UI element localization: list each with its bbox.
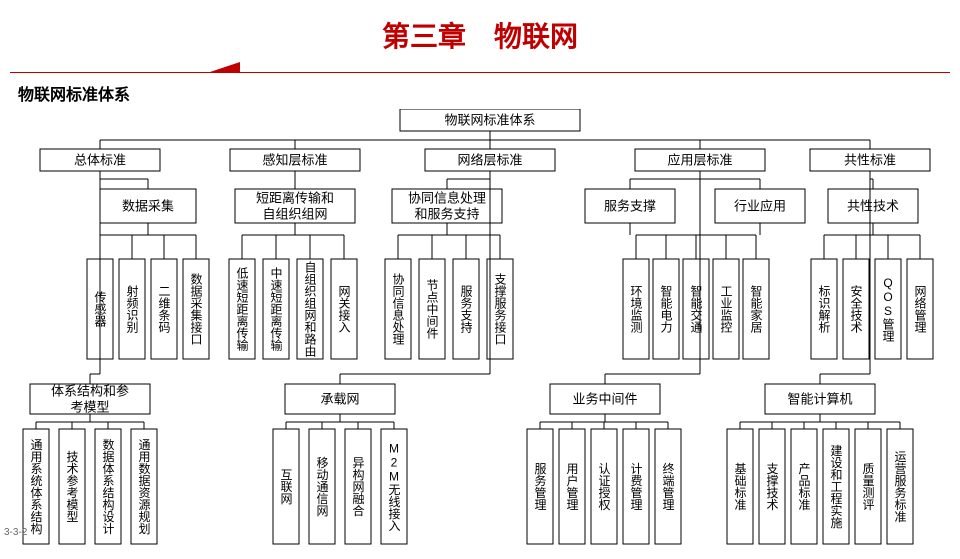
svg-text:通用系统体系结构: 通用系统体系结构 bbox=[29, 438, 43, 535]
svg-text:体系结构和参: 体系结构和参 bbox=[51, 383, 129, 398]
svg-text:和服务支持: 和服务支持 bbox=[414, 206, 479, 221]
svg-text:共性标准: 共性标准 bbox=[844, 152, 896, 167]
svg-text:M2M无线接入: M2M无线接入 bbox=[387, 442, 401, 532]
svg-text:协同信息处理: 协同信息处理 bbox=[408, 190, 486, 205]
svg-text:数据体系结构设计: 数据体系结构设计 bbox=[101, 437, 115, 534]
svg-text:考模型: 考模型 bbox=[70, 399, 109, 414]
page-title: 第三章 物联网 bbox=[0, 0, 960, 60]
svg-text:承载网: 承载网 bbox=[320, 391, 359, 406]
svg-text:建设和工程实施: 建设和工程实施 bbox=[829, 444, 843, 528]
svg-text:安全技术: 安全技术 bbox=[849, 284, 863, 333]
svg-text:智能交通: 智能交通 bbox=[689, 284, 703, 333]
svg-text:服务支撑: 服务支撑 bbox=[604, 198, 656, 213]
svg-text:异构网融合: 异构网融合 bbox=[351, 457, 365, 517]
hierarchy-diagram: 物联网标准体系总体标准 感知层标准 网络层标准 应用层标准 共性标准数据采集 短距离传输和… bbox=[0, 109, 960, 559]
svg-text:节点中间件: 节点中间件 bbox=[425, 279, 439, 339]
svg-text:认证授权: 认证授权 bbox=[597, 462, 611, 511]
svg-text:网关接入: 网关接入 bbox=[337, 285, 351, 333]
svg-text:数据采集接口: 数据采集接口 bbox=[189, 272, 203, 345]
svg-text:网络管理: 网络管理 bbox=[913, 285, 927, 333]
svg-text:移动通信网: 移动通信网 bbox=[315, 456, 329, 516]
svg-text:计费管理: 计费管理 bbox=[629, 462, 643, 510]
accent-divider bbox=[10, 60, 950, 73]
svg-text:QOS管理: QOS管理 bbox=[881, 276, 895, 342]
svg-text:服务支持: 服务支持 bbox=[459, 285, 473, 333]
svg-text:基础标准: 基础标准 bbox=[733, 462, 747, 510]
svg-text:用户管理: 用户管理 bbox=[565, 463, 579, 511]
svg-text:支撑服务接口: 支撑服务接口 bbox=[493, 273, 507, 345]
svg-text:感知层标准: 感知层标准 bbox=[262, 152, 327, 167]
svg-text:环境监测: 环境监测 bbox=[629, 285, 643, 334]
svg-text:总体标准: 总体标准 bbox=[74, 152, 126, 167]
svg-text:协同信息处理: 协同信息处理 bbox=[391, 272, 405, 345]
svg-text:网络层标准: 网络层标准 bbox=[457, 152, 522, 167]
section-subtitle: 物联网标准体系 bbox=[0, 81, 960, 109]
svg-text:共性技术: 共性技术 bbox=[847, 198, 899, 213]
svg-text:终端管理: 终端管理 bbox=[661, 461, 675, 510]
svg-text:短距离传输和: 短距离传输和 bbox=[256, 190, 334, 205]
svg-text:低速短距离传输: 低速短距离传输 bbox=[235, 267, 249, 352]
svg-text:支撑技术: 支撑技术 bbox=[765, 462, 779, 510]
svg-text:通用数据资源规划: 通用数据资源规划 bbox=[137, 438, 151, 534]
svg-text:物联网标准体系: 物联网标准体系 bbox=[444, 112, 535, 127]
svg-text:服务管理: 服务管理 bbox=[533, 462, 547, 510]
svg-text:数据采集: 数据采集 bbox=[122, 198, 174, 213]
svg-text:业务中间件: 业务中间件 bbox=[572, 391, 637, 406]
page-number: 3-3-2 bbox=[4, 527, 27, 538]
svg-text:产品标准: 产品标准 bbox=[797, 462, 811, 510]
svg-text:运营服务标准: 运营服务标准 bbox=[893, 450, 907, 522]
svg-text:射频识别: 射频识别 bbox=[125, 284, 139, 333]
svg-text:中速短距离传输: 中速短距离传输 bbox=[269, 266, 283, 352]
svg-text:工业监控: 工业监控 bbox=[719, 285, 733, 333]
svg-text:二维条码: 二维条码 bbox=[157, 285, 171, 333]
svg-text:标识解析: 标识解析 bbox=[817, 285, 831, 334]
svg-text:自组织组网和路由: 自组织组网和路由 bbox=[303, 261, 317, 357]
svg-text:智能家居: 智能家居 bbox=[749, 284, 763, 334]
svg-text:自组织组网: 自组织组网 bbox=[262, 206, 327, 221]
svg-text:行业应用: 行业应用 bbox=[734, 198, 786, 213]
svg-text:智能计算机: 智能计算机 bbox=[787, 391, 852, 406]
svg-text:技术参考模型: 技术参考模型 bbox=[65, 450, 79, 522]
svg-text:应用层标准: 应用层标准 bbox=[667, 152, 732, 167]
svg-text:智能电力: 智能电力 bbox=[659, 284, 673, 334]
svg-text:质量测评: 质量测评 bbox=[861, 462, 875, 510]
svg-text:互联网: 互联网 bbox=[279, 469, 293, 505]
